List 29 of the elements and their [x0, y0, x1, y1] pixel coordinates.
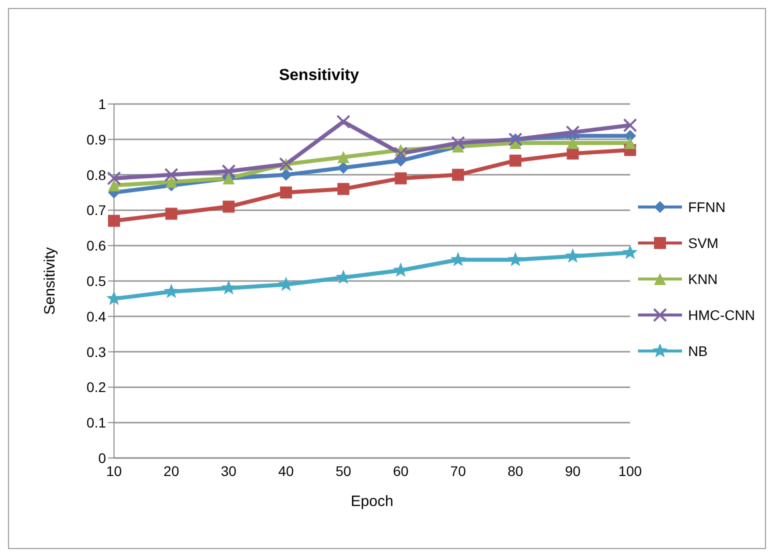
x-tick-label: 80 — [508, 462, 524, 479]
y-tick-label: 0.1 — [86, 414, 106, 431]
y-tick-label: 0.3 — [86, 344, 106, 360]
legend-label: NB — [688, 342, 708, 358]
y-tick-label: 0.4 — [86, 308, 106, 324]
chart-title: Sensitivity — [278, 67, 360, 85]
x-tick-label: 90 — [564, 462, 581, 479]
y-tick-label: 0.8 — [86, 166, 106, 183]
y-tick-label: 0.7 — [86, 202, 106, 218]
y-tick-label: 0 — [98, 450, 106, 466]
y-tick-label: 0.9 — [86, 131, 106, 148]
y-tick-label: 0.6 — [86, 238, 106, 254]
legend-label: KNN — [688, 270, 718, 286]
y-tick-label: 1 — [98, 96, 106, 112]
x-axis-title: Epoch — [350, 493, 394, 510]
x-tick-label: 70 — [450, 462, 466, 479]
y-tick-label: 0.2 — [86, 379, 106, 396]
y-tick-label: 0.5 — [86, 272, 106, 289]
x-tick-label: 40 — [278, 462, 294, 479]
x-tick-label: 50 — [336, 462, 352, 479]
x-tick-label: 100 — [618, 462, 642, 479]
y-axis-title: Sensitivity — [41, 246, 58, 315]
legend-label: FFNN — [688, 198, 726, 214]
x-tick-label: 30 — [220, 462, 237, 479]
x-tick-label: 60 — [392, 462, 409, 479]
x-tick-label: 10 — [106, 462, 122, 479]
legend-label: HMC-CNN — [688, 306, 755, 322]
x-tick-label: 20 — [164, 462, 180, 479]
legend-label: SVM — [688, 234, 718, 250]
